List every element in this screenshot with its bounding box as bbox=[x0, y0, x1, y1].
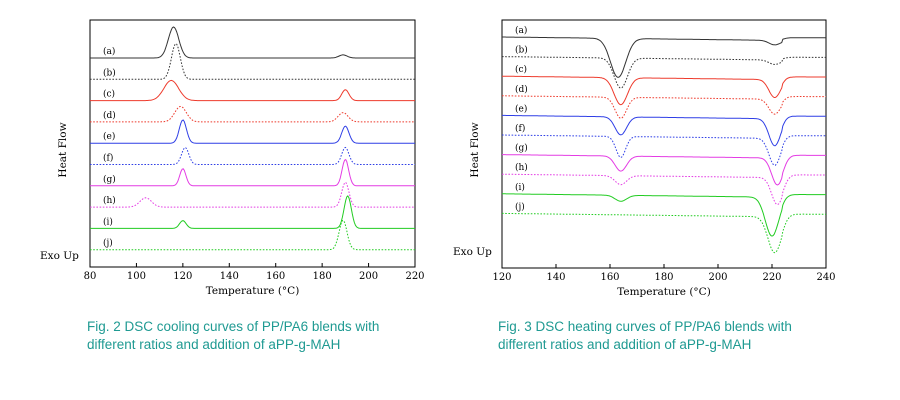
x-tick-label: 120 bbox=[173, 271, 192, 282]
x-tick-label: 200 bbox=[359, 271, 378, 282]
x-tick-label: 240 bbox=[816, 272, 835, 283]
series-label-f: (f) bbox=[103, 153, 113, 164]
series-curve-c bbox=[502, 75, 826, 106]
series-curve-d bbox=[502, 95, 826, 119]
x-tick-label: 100 bbox=[127, 271, 146, 282]
y-axis-label: Heat Flow bbox=[57, 122, 69, 177]
y-axis-label: Heat Flow bbox=[469, 122, 481, 177]
series-label-c: (c) bbox=[515, 64, 527, 75]
x-tick-label: 200 bbox=[708, 272, 727, 283]
x-tick-label: 180 bbox=[313, 271, 332, 282]
x-tick-label: 120 bbox=[492, 272, 511, 283]
series-label-f: (f) bbox=[515, 123, 525, 134]
x-tick-label: 160 bbox=[266, 271, 285, 282]
series-curve-f bbox=[502, 134, 826, 166]
series-curve-a bbox=[502, 36, 826, 78]
heating-curves-chart: 120 140 160 180 200 220 240 Temperature (°C) Hea… bbox=[453, 19, 836, 298]
series-curve-h bbox=[502, 173, 826, 206]
series-curve-j bbox=[502, 212, 826, 254]
series-curve-i bbox=[502, 193, 826, 237]
heating-curves-figure: 120 140 160 180 200 220 240 Temperature (°C) Hea… bbox=[450, 0, 900, 400]
x-tick-label: 180 bbox=[654, 272, 673, 283]
series-curve-e bbox=[502, 114, 826, 147]
series-label-d: (d) bbox=[515, 84, 528, 95]
series-curve-e bbox=[90, 119, 415, 144]
x-tick-label: 220 bbox=[762, 272, 781, 283]
series-curve-i bbox=[90, 195, 415, 229]
x-tick-label: 160 bbox=[600, 272, 619, 283]
series-label-d: (d) bbox=[103, 110, 116, 121]
series-label-b: (b) bbox=[103, 67, 116, 78]
series-label-e: (e) bbox=[103, 131, 115, 142]
series-label-a: (a) bbox=[515, 25, 527, 36]
x-tick-label: 140 bbox=[546, 272, 565, 283]
cooling-curves-chart: 80 100 120 140 160 180 200 220 Temperature (°C) H… bbox=[40, 19, 425, 297]
series-label-i: (i) bbox=[103, 216, 113, 227]
series-label-j: (j) bbox=[103, 238, 113, 249]
series-label-i: (i) bbox=[515, 182, 525, 193]
series-label-g: (g) bbox=[515, 143, 528, 154]
series-label-c: (c) bbox=[103, 89, 115, 100]
series-curve-d bbox=[90, 106, 415, 123]
series-curve-j bbox=[90, 219, 415, 251]
series-label-a: (a) bbox=[103, 46, 115, 57]
x-tick-label: 140 bbox=[220, 271, 239, 282]
series-label-j: (j) bbox=[515, 201, 525, 212]
series-label-g: (g) bbox=[103, 174, 116, 185]
x-tick-label: 80 bbox=[84, 271, 97, 282]
series-curve-g bbox=[502, 154, 826, 186]
series-label-b: (b) bbox=[515, 45, 528, 56]
x-axis-label: Temperature (°C) bbox=[206, 285, 300, 297]
series-curve-g bbox=[90, 158, 415, 187]
exo-up-label: Exo Up bbox=[40, 250, 79, 262]
x-tick-label: 220 bbox=[405, 271, 424, 282]
series-curve-h bbox=[90, 181, 415, 208]
series-label-e: (e) bbox=[515, 103, 527, 114]
series-curve-c bbox=[90, 79, 415, 102]
figure-caption: Fig. 3 DSC heating curves of PP/PA6 blen… bbox=[498, 319, 792, 352]
series-curve-b bbox=[502, 56, 826, 89]
exo-up-label: Exo Up bbox=[453, 246, 492, 258]
series-label-h: (h) bbox=[515, 162, 528, 173]
series-curve-b bbox=[90, 43, 415, 80]
series-label-h: (h) bbox=[103, 195, 116, 206]
series-curve-f bbox=[90, 146, 415, 165]
cooling-curves-figure: 80 100 120 140 160 180 200 220 Temperature (°C) H… bbox=[40, 19, 425, 352]
figure-caption: Fig. 2 DSC cooling curves of PP/PA6 blen… bbox=[87, 319, 380, 352]
x-axis-label: Temperature (°C) bbox=[617, 286, 711, 298]
series-curve-a bbox=[90, 26, 415, 59]
